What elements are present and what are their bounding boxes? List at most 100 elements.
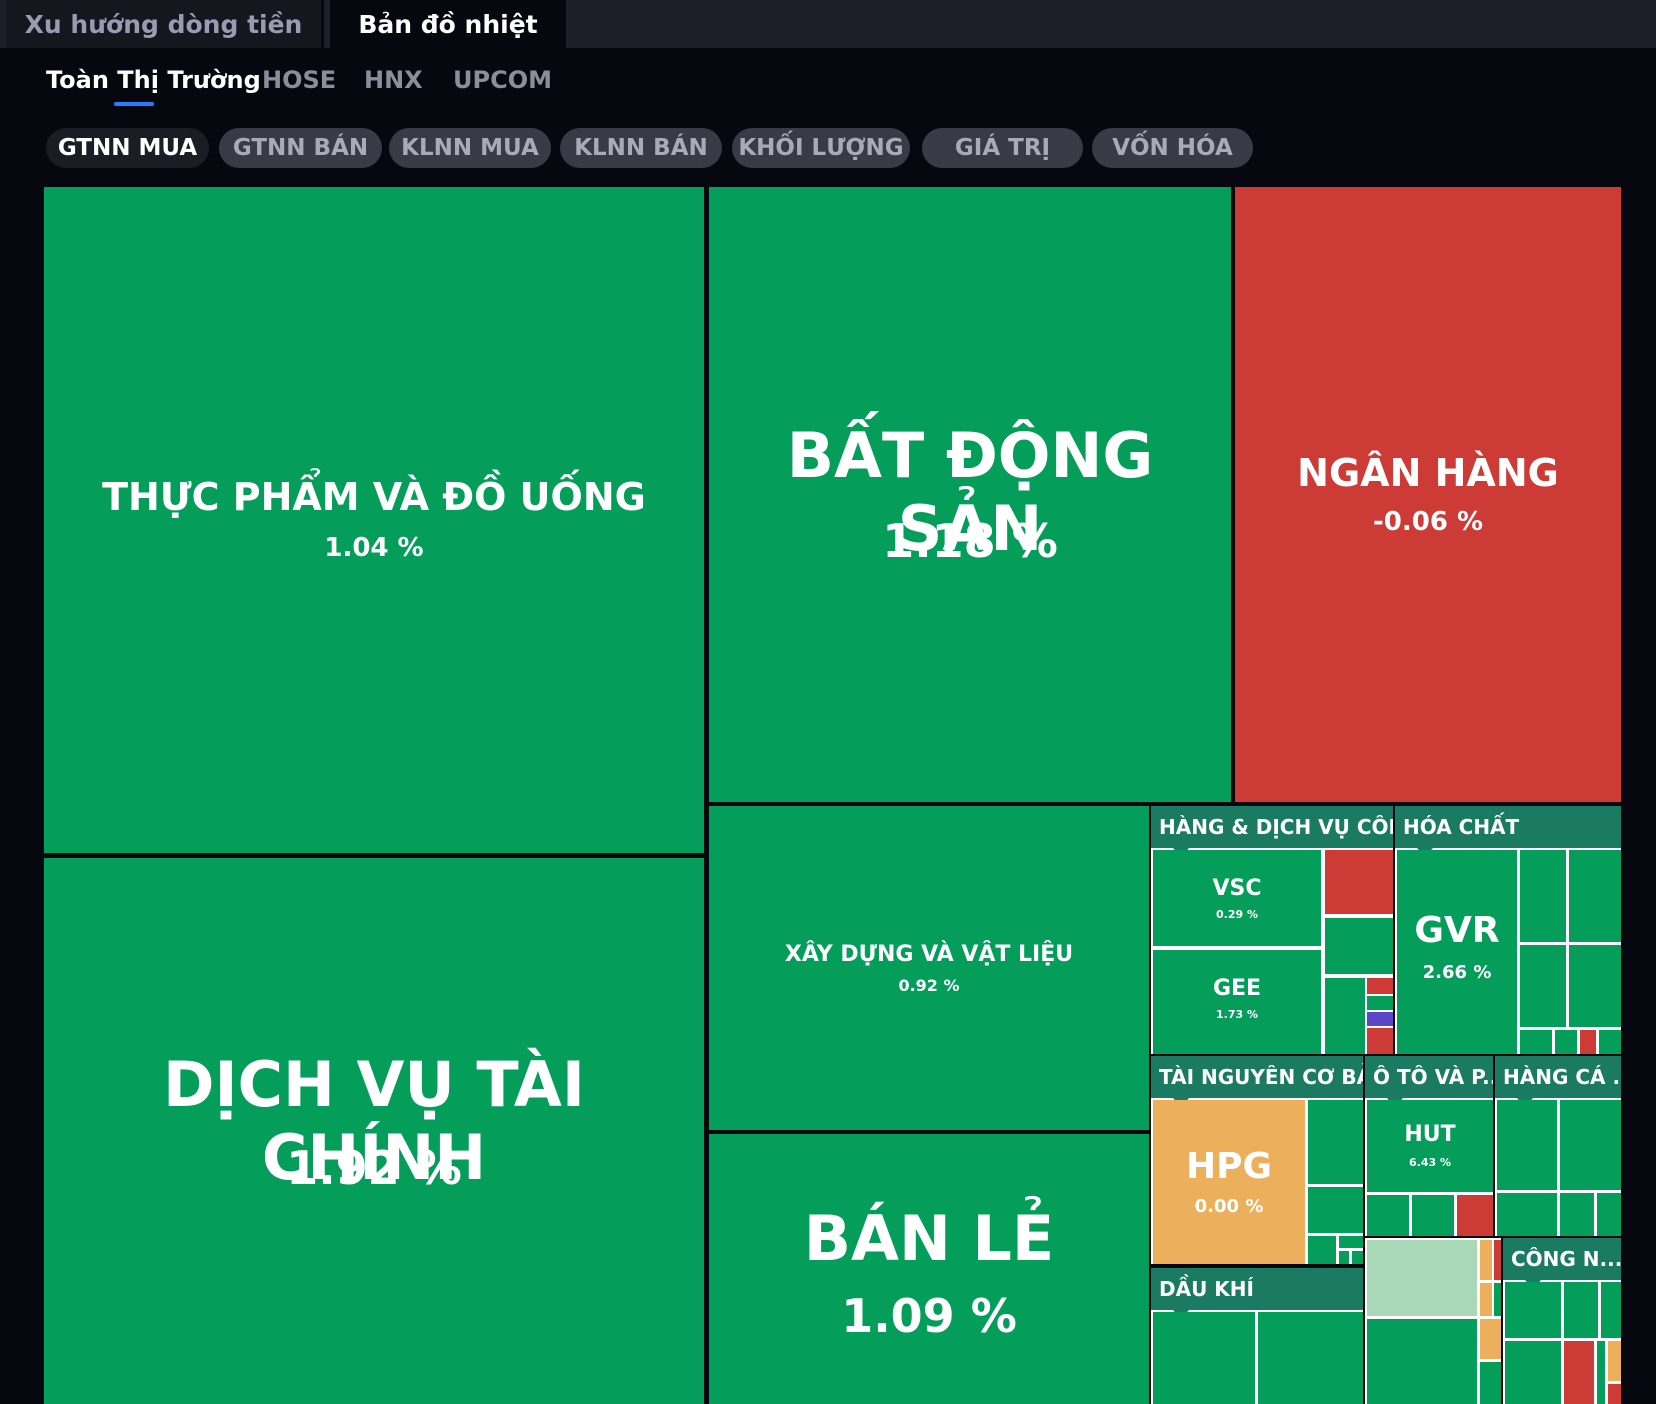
chip-foreign-buy-volume[interactable]: KLNN MUA [389, 128, 551, 168]
stock-tile[interactable] [1564, 1341, 1594, 1404]
sector-name: THỰC PHẨM VÀ ĐỒ UỐNG [102, 475, 646, 519]
stock-tile[interactable] [1564, 1282, 1598, 1338]
stock-change: 1.73 % [1216, 1008, 1258, 1021]
stock-hut[interactable]: HUT 6.43 % [1367, 1100, 1493, 1192]
tab-hnx[interactable]: HNX [364, 66, 423, 94]
sector-change: 1.09 % [841, 1289, 1017, 1343]
tab-all-market[interactable]: Toàn Thị Trường [46, 66, 261, 94]
stock-ticker: GEE [1212, 976, 1262, 1001]
tab-hose[interactable]: HOSE [262, 66, 337, 94]
sector-banking[interactable]: NGÂN HÀNG -0.06 % [1235, 187, 1621, 802]
stock-tile[interactable] [1597, 1193, 1621, 1236]
stock-tile[interactable] [1494, 1283, 1501, 1316]
stock-tile[interactable] [1569, 945, 1621, 1027]
stock-tile[interactable] [1258, 1312, 1363, 1404]
group-header[interactable]: TÀI NGUYÊN CƠ BẢN [1151, 1056, 1363, 1098]
stock-tile[interactable] [1560, 1100, 1621, 1190]
stock-tile[interactable] [1325, 850, 1393, 914]
chip-foreign-sell-value[interactable]: GTNN BÁN [219, 128, 382, 168]
chip-market-cap[interactable]: VỐN HÓA [1092, 128, 1253, 168]
group-header[interactable]: DẦU KHÍ [1151, 1268, 1363, 1310]
stock-tile[interactable] [1325, 978, 1365, 1054]
stock-tile[interactable] [1505, 1282, 1561, 1338]
group-basic-resources: TÀI NGUYÊN CƠ BẢN HPG 0.00 % [1151, 1056, 1363, 1264]
stock-tile[interactable] [1497, 1100, 1557, 1190]
stock-gvr[interactable]: GVR 2.66 % [1397, 850, 1517, 1054]
stock-tile[interactable] [1308, 1187, 1363, 1233]
stock-tile[interactable] [1367, 996, 1393, 1010]
chip-volume[interactable]: KHỐI LƯỢNG [732, 128, 910, 168]
stock-tile[interactable] [1308, 1100, 1363, 1184]
stock-tile[interactable] [1480, 1240, 1492, 1280]
tab-upcom[interactable]: UPCOM [453, 66, 552, 94]
stock-tile[interactable] [1580, 1030, 1596, 1054]
stock-tile[interactable] [1339, 1236, 1363, 1248]
sector-retail[interactable]: BÁN LẺ 1.09 % [709, 1134, 1149, 1404]
stock-tile[interactable] [1325, 918, 1393, 974]
stock-tile[interactable] [1608, 1341, 1621, 1381]
sector-change: 0.92 % [898, 976, 960, 995]
stock-tile[interactable] [1599, 1030, 1621, 1054]
tab-heatmap[interactable]: Bản đồ nhiệt [330, 0, 566, 48]
sector-name: XÂY DỰNG VÀ VẬT LIỆU [784, 942, 1074, 967]
stock-ticker: HPG [1185, 1146, 1273, 1187]
stock-tile[interactable] [1367, 978, 1393, 994]
stock-tile[interactable] [1480, 1319, 1501, 1359]
stock-tile[interactable] [1560, 1193, 1594, 1236]
stock-ticker: GVR [1414, 910, 1500, 951]
stock-tile[interactable] [1352, 1251, 1363, 1264]
group-header[interactable]: HÀNG CÁ ... [1495, 1056, 1621, 1098]
stock-change: 2.66 % [1422, 962, 1492, 983]
stock-gee[interactable]: GEE 1.73 % [1153, 950, 1321, 1054]
sector-name: NGÂN HÀNG [1297, 451, 1559, 495]
stock-tile[interactable] [1494, 1240, 1501, 1280]
group-automobiles: Ô TÔ VÀ P... HUT 6.43 % [1365, 1056, 1493, 1236]
stock-tile[interactable] [1457, 1195, 1493, 1236]
stock-tile[interactable] [1367, 1319, 1477, 1404]
stock-tile[interactable] [1308, 1236, 1336, 1264]
group-header[interactable]: Ô TÔ VÀ P... [1365, 1056, 1493, 1098]
sector-name: BẤT ĐỘNG SẢN [786, 419, 1154, 565]
group-header[interactable]: HÀNG & DỊCH VỤ CÔNG... [1151, 806, 1393, 848]
stock-tile[interactable] [1480, 1362, 1501, 1404]
stock-tile[interactable] [1153, 1312, 1255, 1404]
group-header[interactable]: HÓA CHẤT [1395, 806, 1621, 848]
stock-tile[interactable] [1601, 1282, 1621, 1338]
stock-vsc[interactable]: VSC 0.29 % [1153, 850, 1321, 946]
sector-change: 1.18 % [882, 514, 1058, 568]
stock-hpg[interactable]: HPG 0.00 % [1153, 1100, 1305, 1264]
stock-tile[interactable] [1520, 850, 1566, 942]
stock-tile[interactable] [1367, 1028, 1393, 1054]
sector-name: DỊCH VỤ TÀI CHÍNH [163, 1048, 585, 1194]
stock-tile[interactable] [1520, 1030, 1552, 1054]
stock-tile[interactable] [1412, 1195, 1454, 1236]
stock-tile[interactable] [1597, 1341, 1605, 1404]
stock-tile[interactable] [1520, 945, 1566, 1027]
stock-tile[interactable] [1555, 1030, 1577, 1054]
sector-change: 1.92 % [286, 1141, 462, 1195]
chip-foreign-sell-volume[interactable]: KLNN BÁN [560, 128, 722, 168]
sector-real-estate[interactable]: BẤT ĐỘNG SẢN 1.18 % [709, 187, 1231, 802]
chip-value[interactable]: GIÁ TRỊ [922, 128, 1083, 168]
stock-tile[interactable] [1367, 1195, 1409, 1236]
stock-tile[interactable] [1505, 1341, 1561, 1404]
stock-tile[interactable] [1569, 850, 1621, 942]
sector-construction-materials[interactable]: XÂY DỰNG VÀ VẬT LIỆU 0.92 % [709, 806, 1149, 1130]
stock-ticker: HUT [1404, 1122, 1456, 1147]
group-technology: CÔNG N... [1503, 1238, 1621, 1404]
tab-cash-flow-trend[interactable]: Xu hướng dòng tiền [6, 0, 324, 48]
stock-tile[interactable] [1367, 1012, 1393, 1026]
stock-tile[interactable] [1608, 1384, 1621, 1404]
stock-change: 0.00 % [1194, 1196, 1264, 1217]
heatmap-treemap: THỰC PHẨM VÀ ĐỒ UỐNG 1.04 % DỊCH VỤ TÀI … [44, 187, 1621, 1404]
stock-tile[interactable] [1480, 1283, 1492, 1316]
stock-tile[interactable] [1367, 1240, 1477, 1316]
sector-food-beverage[interactable]: THỰC PHẨM VÀ ĐỒ UỐNG 1.04 % [44, 187, 704, 853]
sector-financial-services[interactable]: DỊCH VỤ TÀI CHÍNH 1.92 % [44, 858, 704, 1404]
stock-tile[interactable] [1497, 1193, 1557, 1236]
group-header[interactable]: CÔNG N... [1503, 1238, 1621, 1280]
stock-tile[interactable] [1339, 1251, 1349, 1264]
group-personal-goods: HÀNG CÁ ... [1495, 1056, 1621, 1236]
chip-foreign-buy-value[interactable]: GTNN MUA [46, 128, 209, 168]
stock-ticker: VSC [1212, 876, 1262, 901]
